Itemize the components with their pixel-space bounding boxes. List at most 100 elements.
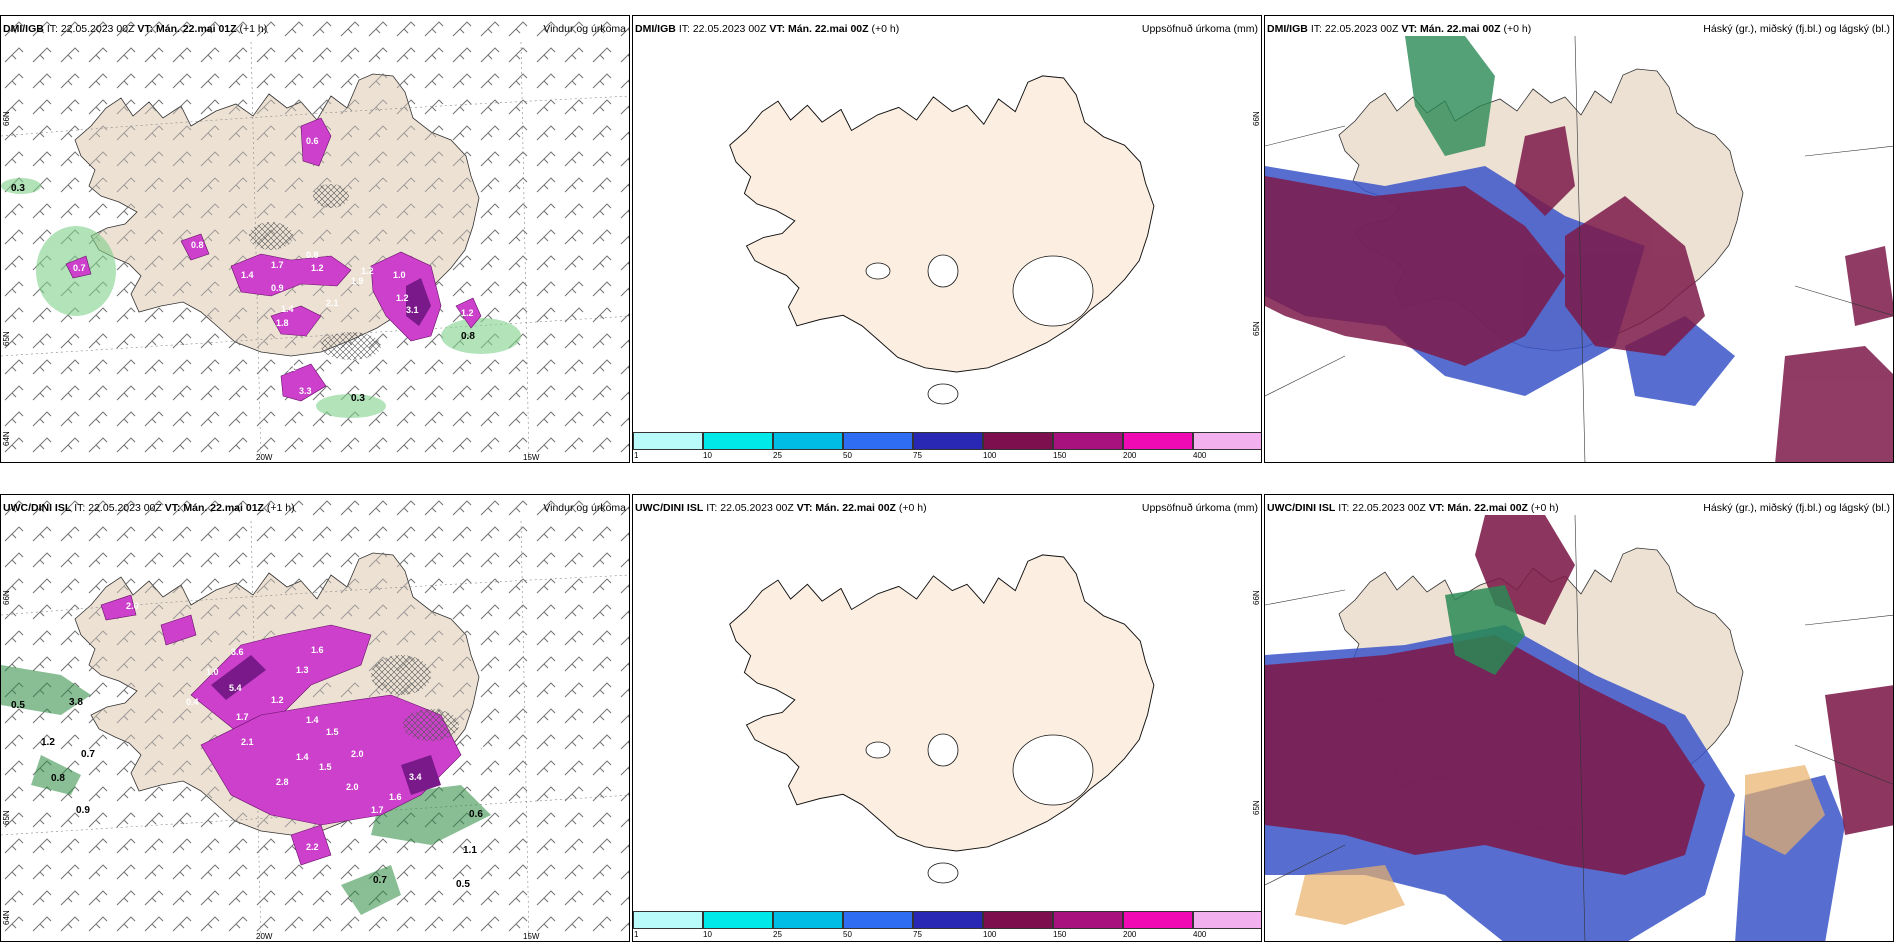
precip-label: 2.1	[326, 298, 339, 308]
precip-label: 1.4	[241, 270, 254, 280]
map-accum-precip-uwc: 66N 65N	[729, 554, 1261, 884]
precip-label: 1.2	[396, 293, 409, 303]
precip-label: 3.8	[69, 697, 83, 708]
colorbar-swatch	[913, 432, 983, 450]
colorbar-swatch	[913, 911, 983, 929]
colorbar-tick: 75	[913, 451, 922, 460]
model-source: UWC/DINI ISL	[1267, 502, 1336, 514]
colorbar-tick: 25	[773, 930, 782, 939]
panel-accum-precip-dmi: 66N 65N 1 10 25 50 75 100 150 200 400 DM…	[632, 15, 1262, 463]
panel-accum-precip-uwc: 66N 65N 1 10 25 50 75 100 150 200 400 UW…	[632, 494, 1262, 942]
model-source: UWC/DINI ISL	[3, 502, 72, 514]
colorbar-swatch	[633, 911, 703, 929]
panel-header: UWC/DINI ISL IT: 22.05.2023 00Z VT: Mán. …	[1265, 495, 1893, 521]
panel-wind-precip-uwc: 2.0 3.6 1.6 1.3 5.4 1.7 2.1 1.2 1.4 1.5 …	[0, 494, 630, 942]
lat-label: 65N	[2, 810, 11, 825]
precip-label: 1.2	[361, 266, 374, 276]
colorbar-swatch	[703, 432, 773, 450]
model-source: UWC/DINI ISL	[635, 502, 704, 514]
panel-title: Háský (gr.), miðský (fj.bl.) og lágský (…	[1703, 502, 1890, 514]
model-source: DMI/IGB	[3, 23, 44, 35]
model-source: DMI/IGB	[635, 23, 676, 35]
precip-label: 1.0	[393, 270, 406, 280]
precip-label: 1.9	[351, 276, 364, 286]
lead-time: (+1 h)	[266, 502, 295, 514]
precip-label: 1.2	[41, 737, 55, 748]
valid-time: VT: Mán. 22.mai 01Z	[137, 23, 237, 35]
init-time: IT: 22.05.2023 00Z	[1338, 502, 1426, 514]
lat-label: 65N	[1252, 800, 1261, 815]
precip-label: 2.1	[241, 737, 254, 747]
precip-label: 1.7	[236, 712, 249, 722]
colorbar-swatch	[1123, 432, 1193, 450]
colorbar-tick: 100	[983, 930, 997, 939]
precip-label: 0.7	[373, 875, 387, 886]
panel-title: Háský (gr.), miðský (fj.bl.) og lágský (…	[1703, 23, 1890, 35]
lead-time: (+0 h)	[1503, 23, 1532, 35]
init-time: IT: 22.05.2023 00Z	[74, 502, 162, 514]
lon-label: 15W	[523, 932, 540, 941]
panel-header: DMI/IGB IT: 22.05.2023 00Z VT: Mán. 22.ma…	[1, 16, 629, 42]
precip-label: 0.8	[461, 331, 475, 342]
precip-label: 2.2	[306, 842, 319, 852]
precip-label: 0.3	[11, 183, 25, 194]
lead-time: (+1 h)	[239, 23, 268, 35]
colorbar-swatch	[1193, 432, 1261, 450]
panel-title: Uppsöfnuð úrkoma (mm)	[1141, 23, 1258, 35]
map-accum-precip-dmi: 66N 65N	[729, 75, 1261, 405]
colorbar-tick: 10	[703, 451, 712, 460]
colorbar-swatch	[703, 911, 773, 929]
colorbar-swatch	[633, 432, 703, 450]
colorbar-tick: 400	[1193, 930, 1207, 939]
lat-label: 66N	[2, 590, 11, 605]
precip-label: 1.4	[281, 304, 294, 314]
precip-label: 1.2	[271, 695, 284, 705]
colorbar-tick: 50	[843, 451, 852, 460]
colorbar-swatch	[1053, 911, 1123, 929]
colorbar-swatch	[1193, 911, 1261, 929]
lat-label: 65N	[1252, 321, 1261, 336]
panel-clouds-dmi: DMI/IGB IT: 22.05.2023 00Z VT: Mán. 22.ma…	[1264, 15, 1894, 463]
panel-title: Uppsöfnuð úrkoma (mm)	[1141, 502, 1258, 514]
lon-label: 20W	[256, 453, 273, 462]
precip-label: 0.3	[351, 393, 365, 404]
precip-label: 0.5	[11, 700, 25, 711]
lat-label: 66N	[1252, 111, 1261, 126]
lat-label: 66N	[1252, 590, 1261, 605]
precip-label: 0.9	[271, 283, 284, 293]
colorbar-tick: 150	[1053, 451, 1067, 460]
colorbar-swatch	[773, 911, 843, 929]
valid-time: VT: Mán. 22.mai 00Z	[796, 502, 896, 514]
precip-label: 5.4	[229, 683, 242, 693]
colorbar-tick: 10	[703, 930, 712, 939]
lon-label: 15W	[523, 453, 540, 462]
colorbar-tick: 100	[983, 451, 997, 460]
panel-header: UWC/DINI ISL IT: 22.05.2023 00Z VT: Mán. …	[1, 495, 629, 521]
colorbar-tick: 400	[1193, 451, 1207, 460]
lon-label: 20W	[256, 932, 273, 941]
precip-label: 2.4	[446, 777, 459, 787]
panel-header: DMI/IGB IT: 22.05.2023 00Z VT: Mán. 22.ma…	[1265, 16, 1893, 42]
init-time: IT: 22.05.2023 00Z	[46, 23, 135, 35]
init-time: IT: 22.05.2023 00Z	[1310, 23, 1399, 35]
colorbar-tick: 200	[1123, 930, 1137, 939]
lead-time: (+0 h)	[1530, 502, 1559, 514]
panel-wind-precip-dmi: 0.4 0.7 0.8 0.6 1.2 1.9 0.9 1.4 1.7 1.4 …	[0, 15, 630, 463]
precip-label: 0.8	[191, 240, 204, 250]
colorbar-swatch	[983, 432, 1053, 450]
colorbar-tick: 50	[843, 930, 852, 939]
panel-header: DMI/IGB IT: 22.05.2023 00Z VT: Mán. 22.ma…	[633, 16, 1261, 42]
map-wind-precip-dmi: 0.4 0.7 0.8 0.6 1.2 1.9 0.9 1.4 1.7 1.4 …	[1, 16, 629, 462]
colorbar-swatch	[843, 911, 913, 929]
precip-label: 0.6	[469, 809, 483, 820]
precip-label: 0.8	[51, 773, 65, 784]
valid-time: VT: Mán. 22.mai 01Z	[164, 502, 264, 514]
colorbar-tick: 75	[913, 930, 922, 939]
precip-label: 1.4	[296, 752, 309, 762]
colorbar: 1 10 25 50 75 100 150 200 400	[633, 432, 1261, 462]
model-source: DMI/IGB	[1267, 23, 1308, 35]
precip-label: 1.0	[206, 667, 219, 677]
precip-label: 1.1	[463, 845, 477, 856]
precip-label: 1.5	[326, 727, 339, 737]
colorbar-tick: 200	[1123, 451, 1137, 460]
